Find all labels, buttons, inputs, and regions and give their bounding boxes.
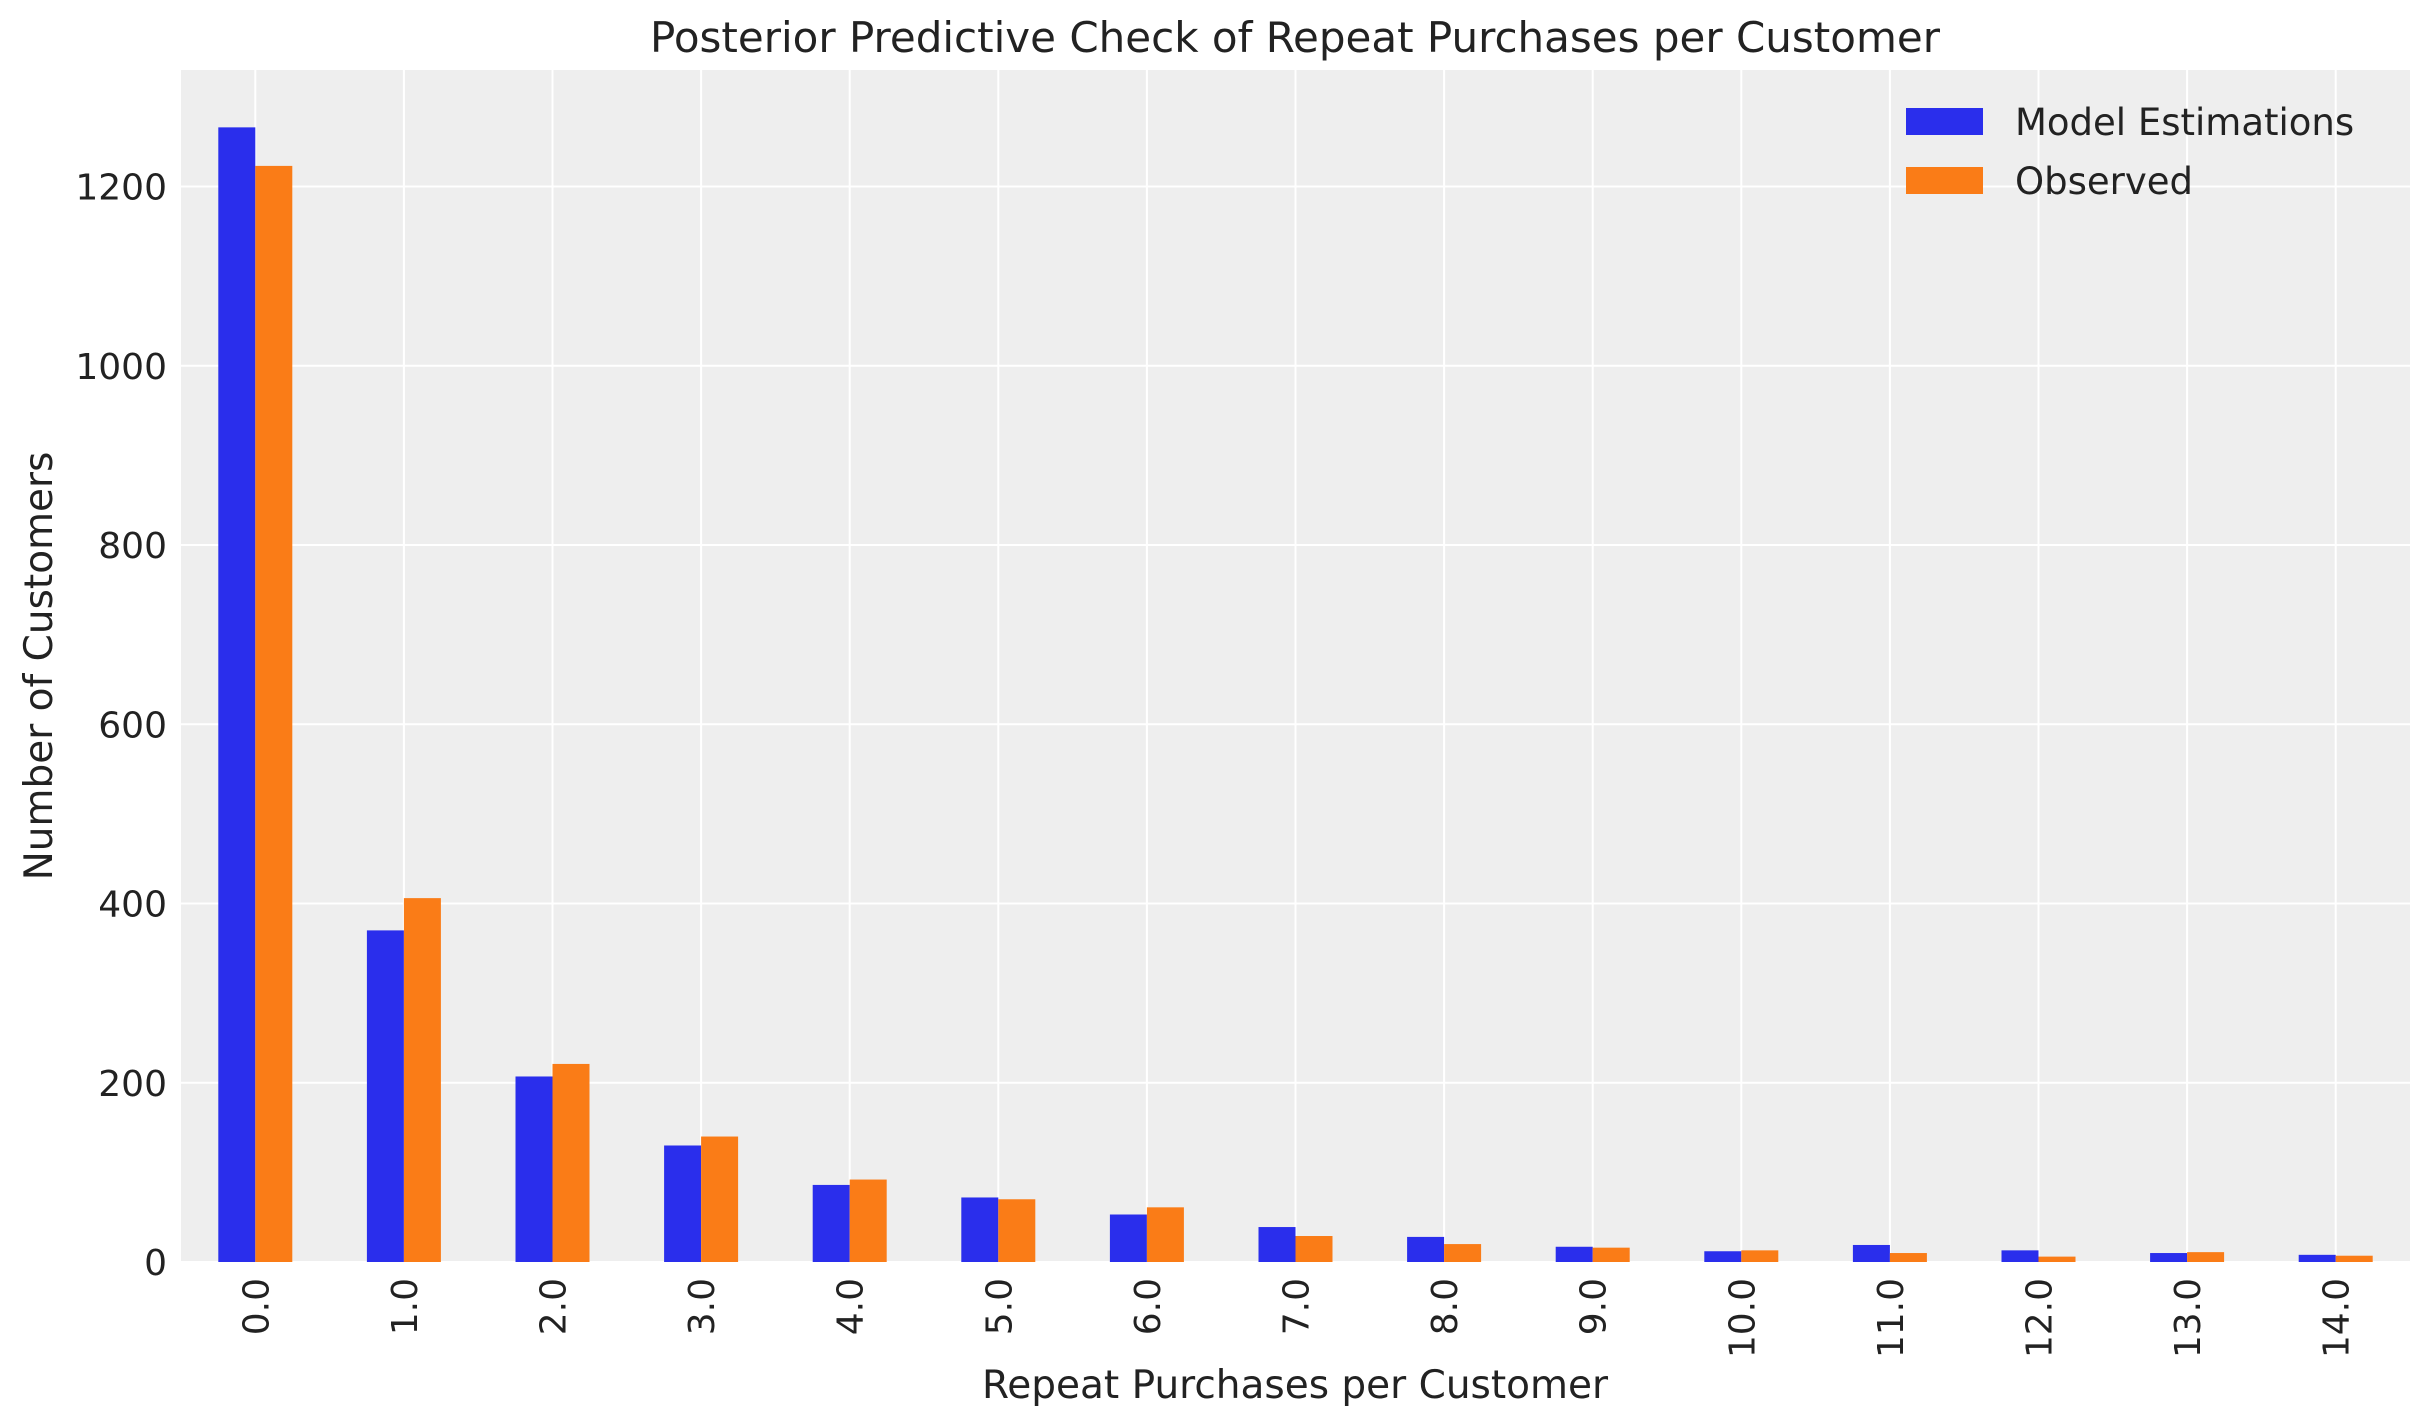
legend-swatch-observed (1906, 167, 1983, 194)
legend: Model Estimations Observed (1906, 101, 2354, 203)
bars (218, 127, 2373, 1263)
bar-model-estimations-4.0 (812, 1184, 850, 1262)
x-tick-label: 8.0 (1425, 1278, 1466, 1335)
bar-model-estimations-7.0 (1258, 1227, 1296, 1262)
y-tick-label: 600 (98, 705, 167, 746)
x-tick-label: 1.0 (385, 1278, 426, 1335)
bar-observed-12.0 (2038, 1256, 2076, 1262)
bar-model-estimations-5.0 (961, 1197, 999, 1262)
bar-model-estimations-6.0 (1109, 1214, 1147, 1262)
x-tick-label: 14.0 (2317, 1278, 2358, 1358)
x-tick-label: 12.0 (2020, 1278, 2061, 1358)
bar-observed-7.0 (1295, 1236, 1333, 1262)
x-tick-label: 2.0 (534, 1278, 575, 1335)
bar-model-estimations-3.0 (664, 1145, 702, 1262)
bar-model-estimations-12.0 (2001, 1250, 2039, 1262)
bar-observed-5.0 (998, 1199, 1036, 1262)
y-tick-label: 0 (144, 1243, 167, 1284)
bar-observed-3.0 (701, 1136, 739, 1262)
x-tick-label: 4.0 (831, 1278, 872, 1335)
y-tick-label: 200 (98, 1064, 167, 1105)
x-tick-label: 13.0 (2168, 1278, 2209, 1358)
bar-observed-4.0 (849, 1179, 887, 1262)
bar-model-estimations-10.0 (1704, 1251, 1742, 1262)
bar-observed-6.0 (1146, 1207, 1184, 1262)
bar-model-estimations-9.0 (1555, 1246, 1593, 1262)
bar-observed-10.0 (1741, 1250, 1779, 1262)
x-tick-label: 11.0 (1871, 1278, 1912, 1358)
x-tick-label: 0.0 (236, 1278, 277, 1335)
chart-title: Posterior Predictive Check of Repeat Pur… (650, 13, 1941, 62)
x-tick-label: 6.0 (1128, 1278, 1169, 1335)
bar-observed-2.0 (552, 1063, 590, 1262)
bar-model-estimations-1.0 (366, 930, 404, 1262)
x-tick-label: 9.0 (1574, 1278, 1615, 1335)
legend-label-observed: Observed (2015, 160, 2193, 203)
bar-observed-14.0 (2335, 1255, 2373, 1262)
y-tick-label: 1200 (75, 168, 167, 209)
x-tick-label: 5.0 (979, 1278, 1020, 1335)
bar-observed-8.0 (1444, 1244, 1482, 1262)
x-axis-label: Repeat Purchases per Customer (982, 1363, 1609, 1408)
bar-model-estimations-11.0 (1852, 1244, 1890, 1262)
grid-lines (181, 70, 2410, 1263)
legend-label-model-estimations: Model Estimations (2015, 101, 2354, 144)
legend-swatch-model-estimations (1906, 108, 1983, 135)
bar-observed-0.0 (255, 165, 293, 1263)
bar-model-estimations-8.0 (1407, 1236, 1445, 1262)
bar-model-estimations-0.0 (218, 127, 256, 1263)
x-tick-label: 7.0 (1277, 1278, 1318, 1335)
bar-model-estimations-14.0 (2298, 1254, 2336, 1262)
y-tick-label: 1000 (75, 347, 167, 388)
x-tick-label: 10.0 (1722, 1278, 1763, 1358)
bar-observed-13.0 (2187, 1252, 2225, 1262)
bar-observed-11.0 (1889, 1253, 1927, 1262)
bar-model-estimations-2.0 (515, 1076, 553, 1262)
tick-labels: 0 200 400 600 800 1000 1200 0.0 1.0 2.0 3.0 4.0 5.0 6… (75, 168, 2357, 1359)
bar-observed-1.0 (403, 898, 441, 1262)
bar-model-estimations-13.0 (2150, 1253, 2188, 1262)
y-axis-label: Number of Customers (17, 452, 62, 881)
y-tick-label: 400 (98, 885, 167, 926)
y-tick-label: 800 (98, 526, 167, 567)
x-tick-label: 3.0 (682, 1278, 723, 1335)
bar-observed-9.0 (1592, 1247, 1630, 1262)
